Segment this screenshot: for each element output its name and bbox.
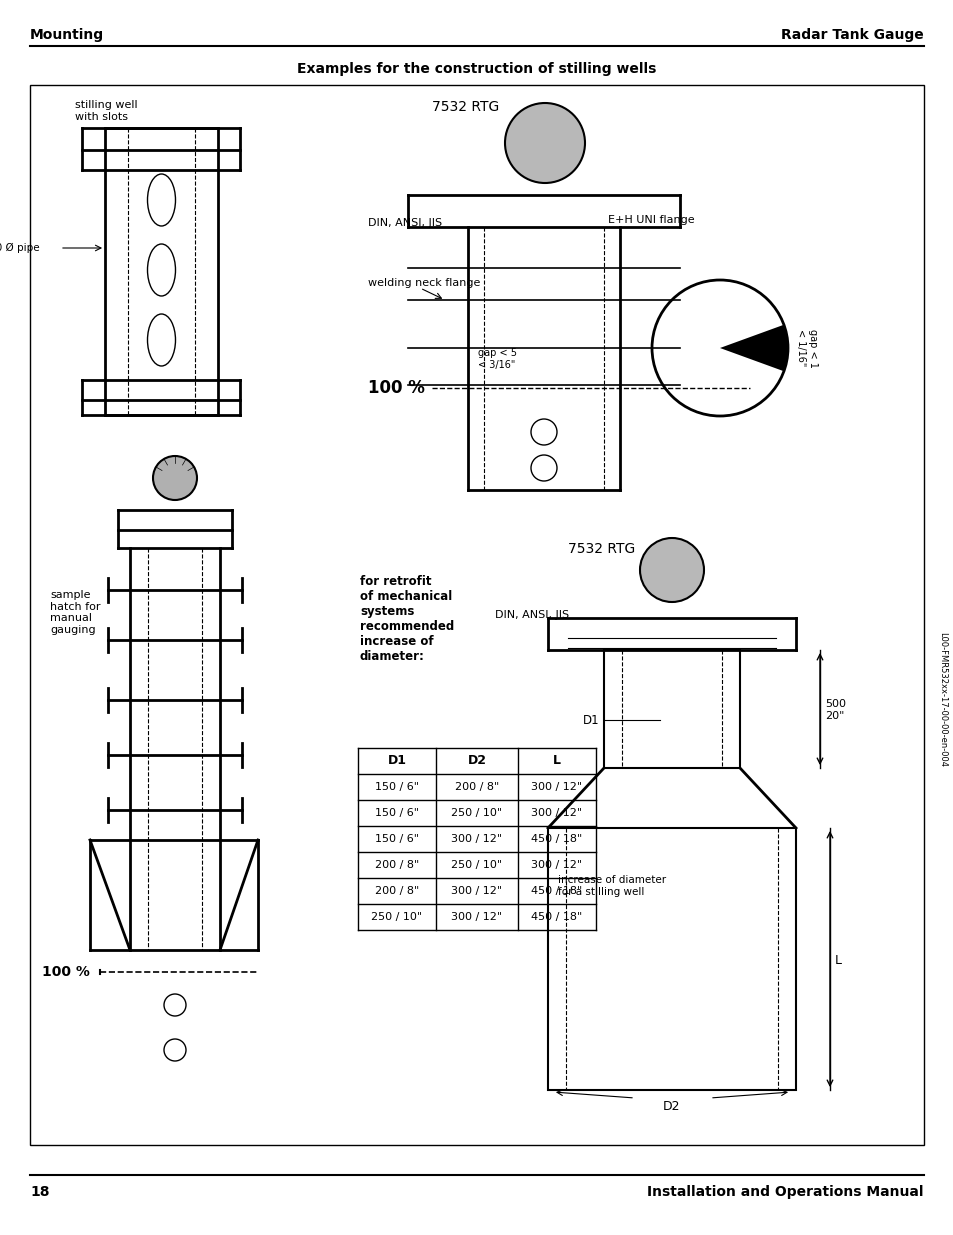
Text: 200 / 8": 200 / 8" xyxy=(375,885,418,897)
Text: Installation and Operations Manual: Installation and Operations Manual xyxy=(647,1186,923,1199)
Text: 300 / 12": 300 / 12" xyxy=(531,782,582,792)
Circle shape xyxy=(531,419,557,445)
Text: 300 / 12": 300 / 12" xyxy=(451,885,502,897)
Text: gap < 5
< 3/16": gap < 5 < 3/16" xyxy=(477,348,517,369)
Text: gap < 1
< 1/16": gap < 1 < 1/16" xyxy=(795,329,817,368)
Circle shape xyxy=(771,340,787,356)
Text: welding neck flange: welding neck flange xyxy=(368,278,480,288)
Text: 150 / 6": 150 / 6" xyxy=(375,834,418,844)
Text: 18: 18 xyxy=(30,1186,50,1199)
Text: 300 / 12": 300 / 12" xyxy=(451,911,502,923)
Ellipse shape xyxy=(148,245,175,296)
Text: Mounting: Mounting xyxy=(30,28,104,42)
Text: 300 / 12": 300 / 12" xyxy=(531,860,582,869)
Text: 250 / 10": 250 / 10" xyxy=(371,911,422,923)
Circle shape xyxy=(504,103,584,183)
Text: D1: D1 xyxy=(583,714,599,726)
Text: 250 / 10": 250 / 10" xyxy=(451,860,502,869)
Text: Examples for the construction of stilling wells: Examples for the construction of stillin… xyxy=(297,62,656,77)
Text: 100 %: 100 % xyxy=(368,379,424,396)
Text: D2: D2 xyxy=(662,1100,680,1113)
Text: L: L xyxy=(834,953,841,967)
Circle shape xyxy=(651,280,787,416)
Bar xyxy=(603,650,740,768)
Circle shape xyxy=(164,1039,186,1061)
Text: 450 / 18": 450 / 18" xyxy=(531,885,582,897)
Text: 200 / 8": 200 / 8" xyxy=(455,782,498,792)
Ellipse shape xyxy=(148,174,175,226)
Ellipse shape xyxy=(148,314,175,366)
Text: L00-FMR532xx-17-00-00-en-004: L00-FMR532xx-17-00-00-en-004 xyxy=(937,632,946,767)
Text: 100 %: 100 % xyxy=(42,965,90,979)
Text: < 1/10 Ø pipe: < 1/10 Ø pipe xyxy=(0,243,40,253)
Circle shape xyxy=(164,994,186,1016)
Text: 7532 RTG: 7532 RTG xyxy=(432,100,498,114)
Text: stilling well
with slots: stilling well with slots xyxy=(75,100,137,121)
Text: 450 / 18": 450 / 18" xyxy=(531,834,582,844)
Text: E+H UNI flange: E+H UNI flange xyxy=(607,215,694,225)
Text: 150 / 6": 150 / 6" xyxy=(375,808,418,818)
Text: 450 / 18": 450 / 18" xyxy=(531,911,582,923)
Circle shape xyxy=(152,456,196,500)
Text: 300 / 12": 300 / 12" xyxy=(451,834,502,844)
Text: DIN, ANSI, JIS: DIN, ANSI, JIS xyxy=(495,610,569,620)
Text: increase of diameter
for a stilling well: increase of diameter for a stilling well xyxy=(558,876,665,897)
Circle shape xyxy=(639,538,703,601)
Text: Radar Tank Gauge: Radar Tank Gauge xyxy=(781,28,923,42)
Text: D2: D2 xyxy=(467,755,486,767)
Text: 200 / 8": 200 / 8" xyxy=(375,860,418,869)
Text: 250 / 10": 250 / 10" xyxy=(451,808,502,818)
Text: 150 / 6": 150 / 6" xyxy=(375,782,418,792)
Circle shape xyxy=(531,454,557,480)
Text: for retrofit
of mechanical
systems
recommended
increase of
diameter:: for retrofit of mechanical systems recom… xyxy=(359,576,454,663)
Text: DIN, ANSI, JIS: DIN, ANSI, JIS xyxy=(368,219,441,228)
Text: 300 / 12": 300 / 12" xyxy=(531,808,582,818)
Text: sample
hatch for
manual
gauging: sample hatch for manual gauging xyxy=(50,590,100,635)
Bar xyxy=(30,85,923,1145)
Text: 7532 RTG: 7532 RTG xyxy=(567,542,635,556)
Text: 500
20": 500 20" xyxy=(824,699,845,721)
Wedge shape xyxy=(720,325,787,372)
Text: D1: D1 xyxy=(387,755,406,767)
Bar xyxy=(547,827,795,1091)
Text: L: L xyxy=(553,755,560,767)
